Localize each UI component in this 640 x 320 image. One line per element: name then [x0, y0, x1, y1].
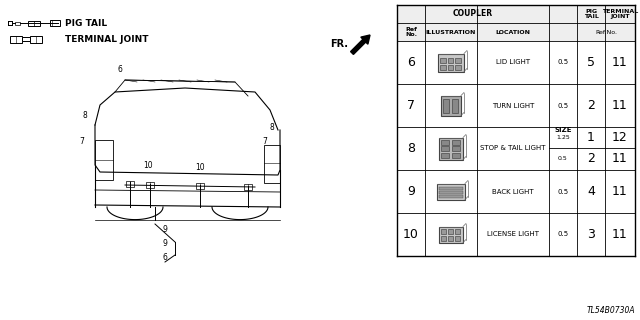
Bar: [447, 236, 452, 241]
Text: 0.5: 0.5: [557, 60, 568, 66]
Text: FR.: FR.: [330, 39, 348, 49]
FancyArrow shape: [351, 35, 370, 54]
Bar: [455, 65, 461, 69]
Bar: [452, 99, 458, 113]
Bar: [15, 21, 20, 25]
Text: TL54B0730A: TL54B0730A: [586, 306, 635, 315]
Bar: [441, 153, 449, 157]
Bar: [22, 37, 30, 41]
Text: 9: 9: [163, 226, 168, 235]
Bar: [244, 184, 252, 190]
Text: COUPLER: COUPLER: [453, 10, 493, 19]
Bar: [441, 140, 449, 145]
Text: 7: 7: [79, 138, 84, 147]
Bar: [439, 195, 463, 197]
Text: 3: 3: [587, 228, 595, 241]
Bar: [443, 99, 449, 113]
Text: 7: 7: [407, 99, 415, 112]
Bar: [452, 146, 460, 151]
Text: 1.25: 1.25: [556, 135, 570, 140]
Text: 5: 5: [587, 56, 595, 69]
Bar: [447, 58, 453, 62]
Bar: [95, 140, 113, 180]
Text: 0.5: 0.5: [557, 188, 568, 195]
Bar: [440, 236, 445, 241]
Text: 7: 7: [262, 138, 268, 147]
Text: 9: 9: [163, 238, 168, 247]
Bar: [455, 58, 461, 62]
Bar: [440, 65, 445, 69]
Text: TURN LIGHT: TURN LIGHT: [492, 102, 534, 108]
Text: LICENSE LIGHT: LICENSE LIGHT: [487, 231, 539, 237]
Text: Ref
No.: Ref No.: [405, 27, 417, 37]
Bar: [28, 20, 40, 26]
Bar: [439, 187, 463, 189]
Text: LID LIGHT: LID LIGHT: [496, 60, 530, 66]
Bar: [438, 53, 464, 71]
Bar: [196, 183, 204, 189]
Text: 9: 9: [407, 185, 415, 198]
Text: 11: 11: [612, 56, 628, 69]
Bar: [440, 58, 445, 62]
Text: 10: 10: [403, 228, 419, 241]
Bar: [452, 153, 460, 157]
Bar: [447, 65, 453, 69]
Bar: [126, 181, 134, 187]
Text: 12: 12: [612, 131, 628, 144]
Bar: [264, 145, 280, 183]
Bar: [10, 36, 22, 43]
Text: 11: 11: [612, 228, 628, 241]
Text: 2: 2: [587, 153, 595, 165]
Bar: [447, 229, 452, 234]
Text: SIZE: SIZE: [554, 127, 572, 133]
Text: 11: 11: [612, 153, 628, 165]
Text: 0.5: 0.5: [557, 102, 568, 108]
Bar: [452, 140, 460, 145]
Text: LOCATION: LOCATION: [495, 29, 531, 35]
Text: 6: 6: [163, 252, 168, 261]
Bar: [30, 36, 42, 43]
Text: 10: 10: [143, 161, 153, 170]
Text: 10: 10: [195, 163, 205, 172]
Bar: [440, 229, 445, 234]
Text: 2: 2: [587, 99, 595, 112]
Bar: [439, 191, 463, 194]
Bar: [441, 95, 461, 116]
Text: 4: 4: [587, 185, 595, 198]
Bar: [441, 146, 449, 151]
Bar: [439, 138, 463, 159]
Text: 1: 1: [587, 131, 595, 144]
Text: ILLUSTRATION: ILLUSTRATION: [426, 29, 476, 35]
Text: 0.5: 0.5: [557, 231, 568, 237]
Bar: [437, 183, 465, 199]
Text: TERMINAL
JOINT: TERMINAL JOINT: [602, 9, 638, 19]
Text: 6: 6: [407, 56, 415, 69]
Text: 8: 8: [83, 110, 88, 119]
Text: TERMINAL JOINT: TERMINAL JOINT: [65, 35, 148, 44]
Text: STOP & TAIL LIGHT: STOP & TAIL LIGHT: [480, 146, 546, 151]
Text: 11: 11: [612, 99, 628, 112]
Text: Ref.No.: Ref.No.: [595, 29, 617, 35]
Text: BACK LIGHT: BACK LIGHT: [492, 188, 534, 195]
Text: PIG TAIL: PIG TAIL: [65, 19, 107, 28]
Bar: [439, 227, 463, 243]
Text: PIG
TAIL: PIG TAIL: [584, 9, 598, 19]
Text: 6: 6: [118, 66, 122, 75]
Text: 8: 8: [269, 123, 275, 132]
Bar: [397, 5, 635, 23]
Text: 0.5: 0.5: [558, 156, 568, 162]
Text: 11: 11: [612, 185, 628, 198]
Bar: [454, 236, 460, 241]
Bar: [146, 182, 154, 188]
Text: 8: 8: [407, 142, 415, 155]
Bar: [454, 229, 460, 234]
Bar: [50, 20, 60, 26]
Bar: [397, 23, 635, 41]
